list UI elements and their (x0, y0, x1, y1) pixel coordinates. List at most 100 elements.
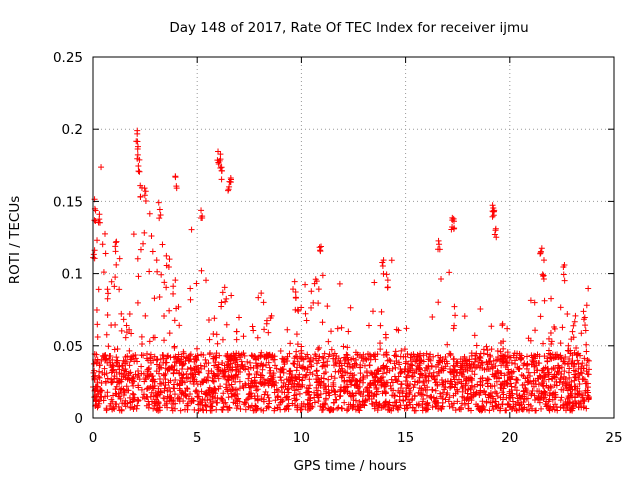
data-point (157, 211, 164, 218)
data-point (368, 389, 375, 396)
data-point (159, 351, 166, 358)
data-point (338, 373, 345, 380)
data-point (280, 383, 287, 390)
data-point (113, 383, 120, 390)
data-point (398, 347, 405, 354)
data-point (95, 373, 102, 380)
data-point (132, 355, 139, 362)
data-point (402, 378, 409, 385)
data-point (292, 289, 299, 296)
data-point (488, 323, 495, 330)
data-point (324, 358, 331, 365)
data-point (187, 285, 194, 292)
data-point (245, 375, 252, 382)
data-point (166, 307, 173, 314)
data-point (123, 383, 130, 390)
data-point (450, 368, 457, 375)
data-point (493, 378, 500, 385)
data-point (328, 387, 335, 394)
data-point (162, 365, 169, 372)
data-point (581, 314, 588, 321)
data-point (142, 197, 149, 204)
data-point (284, 386, 291, 393)
data-point (294, 406, 301, 413)
data-point (572, 312, 579, 319)
data-point (228, 176, 235, 183)
data-point (343, 351, 350, 358)
data-point (193, 280, 200, 287)
data-point (380, 351, 387, 358)
data-point (99, 369, 106, 376)
data-point (585, 366, 592, 373)
y-tick-label: 0.1 (62, 267, 83, 283)
data-point (434, 399, 441, 406)
data-point (319, 403, 326, 410)
data-point (193, 387, 200, 394)
data-point (148, 233, 155, 240)
data-point (571, 318, 578, 325)
data-point (457, 356, 464, 363)
data-point (113, 369, 120, 376)
data-point (451, 322, 458, 329)
data-point (425, 402, 432, 409)
data-point (569, 403, 576, 410)
data-point (382, 334, 389, 341)
data-point (532, 362, 539, 369)
data-point (582, 387, 589, 394)
data-point (380, 364, 387, 371)
data-point (91, 217, 98, 224)
data-point (513, 376, 520, 383)
data-point (429, 313, 436, 320)
data-point (537, 250, 544, 257)
data-point (423, 405, 430, 412)
data-point (226, 404, 233, 411)
data-point (116, 362, 123, 369)
data-point (104, 286, 111, 293)
data-point (153, 368, 160, 375)
data-point (388, 257, 395, 264)
data-point (233, 371, 240, 378)
data-point (172, 377, 179, 384)
axis-ticks: 0 5 10 15 20 25 0 0.05 0.1 0.15 0.2 0.25 (53, 50, 623, 446)
data-point (171, 359, 178, 366)
data-point (227, 387, 234, 394)
data-point (567, 347, 574, 354)
data-point (264, 377, 271, 384)
data-point (264, 391, 271, 398)
data-point (566, 356, 573, 363)
data-point (115, 363, 122, 370)
data-point (125, 387, 132, 394)
data-point (557, 304, 564, 311)
data-point (357, 361, 364, 368)
data-point (351, 360, 358, 367)
data-point (254, 334, 261, 341)
data-point (520, 362, 527, 369)
data-point (278, 377, 285, 384)
data-point (409, 362, 416, 369)
data-point (344, 352, 351, 359)
data-point (233, 328, 240, 335)
data-point (545, 350, 552, 357)
data-point (126, 326, 133, 333)
data-point (179, 389, 186, 396)
data-point (487, 389, 494, 396)
data-point (258, 290, 265, 297)
data-point (575, 365, 582, 372)
data-point (130, 231, 137, 238)
data-point (570, 322, 577, 329)
data-point (581, 355, 588, 362)
data-point (562, 354, 569, 361)
data-point (219, 289, 226, 296)
data-point (126, 311, 133, 318)
data-point (137, 246, 144, 253)
data-point (135, 382, 142, 389)
data-point (535, 395, 542, 402)
data-point (412, 358, 419, 365)
data-point (154, 356, 161, 363)
data-point (198, 365, 205, 372)
data-point (370, 308, 377, 315)
data-point (314, 392, 321, 399)
data-point (497, 355, 504, 362)
data-point (520, 387, 527, 394)
